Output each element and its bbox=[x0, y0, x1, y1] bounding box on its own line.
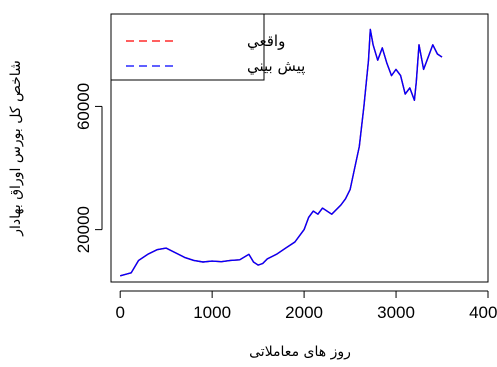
x-tick-label: 1000 bbox=[193, 303, 231, 322]
y-axis: 20000 60000 bbox=[74, 83, 103, 253]
y-tick-label: 20000 bbox=[74, 206, 93, 253]
y-axis-title: شاخص کل بورس اوراق بهادار bbox=[8, 60, 24, 237]
x-tick-label: 3000 bbox=[377, 303, 415, 322]
plot-area-frame bbox=[110, 13, 489, 283]
x-axis-title: روز های معاملاتی bbox=[249, 344, 351, 360]
legend-box bbox=[110, 13, 265, 81]
x-tick-label: 2000 bbox=[285, 303, 323, 322]
x-axis: 0 1000 2000 3000 4000 bbox=[115, 290, 497, 322]
x-tick-label: 4000 bbox=[469, 303, 497, 322]
y-tick-label: 60000 bbox=[74, 83, 93, 130]
series-line-1 bbox=[120, 28, 443, 277]
legend-label-actual: واقعي bbox=[247, 32, 285, 51]
legend: واقعي پيش بيني bbox=[110, 13, 305, 81]
series-layer bbox=[120, 28, 443, 277]
legend-label-forecast: پيش بيني bbox=[247, 57, 305, 76]
x-tick-label: 0 bbox=[115, 303, 124, 322]
